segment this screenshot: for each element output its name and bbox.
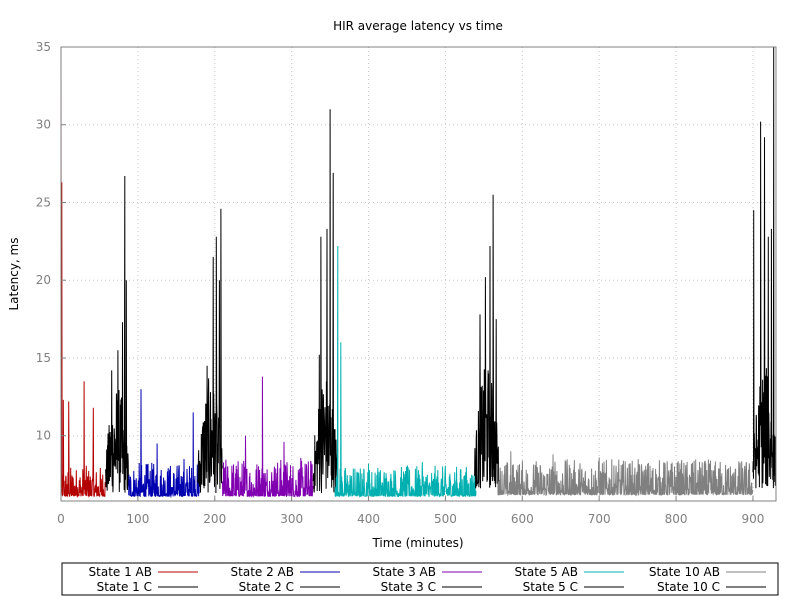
x-tick-label: 700 [588,512,611,526]
legend-label: State 5 C [523,580,578,594]
legend-box [61,562,779,596]
series-line-state-10-c [752,46,777,489]
series-line-state-3-ab [222,376,314,499]
series-line-state-10-ab [497,451,754,497]
series-layer [60,46,777,499]
y-tick-label: 10 [36,429,51,443]
y-tick-label: 25 [36,195,51,209]
x-tick-label: 300 [280,512,303,526]
legend-label: State 2 AB [231,565,294,579]
y-axis-label: Latency, ms [7,237,21,310]
legend-label: State 2 C [239,580,294,594]
legend-label: State 3 C [381,580,436,594]
series-line-state-2-ab [128,389,200,499]
x-axis-label: Time (minutes) [371,536,463,550]
chart-title: HIR average latency vs time [333,19,503,33]
y-tick-label: 20 [36,273,51,287]
legend-label: State 10 AB [649,565,720,579]
legend-label: State 1 C [97,580,152,594]
x-tick-label: 0 [57,512,65,526]
series-line-state-3-c [312,109,339,494]
y-tick-label: 35 [36,40,51,54]
series-line-state-2-c [197,208,223,494]
x-tick-label: 400 [357,512,380,526]
plot-frame [60,46,777,502]
series-line-state-5-ab [334,245,477,498]
x-tick-label: 800 [665,512,688,526]
x-tick-label: 100 [126,512,149,526]
y-tick-label: 15 [36,351,51,365]
x-tick-label: 200 [203,512,226,526]
x-tick-label: 900 [741,512,764,526]
y-tick-label: 30 [36,118,51,132]
axis-ticks: 0 100 200 300 400 500 600 700 800 900 10 15 20 25 30 35 [36,40,765,526]
legend-label: State 3 AB [373,565,436,579]
legend-label: State 10 C [657,580,720,594]
x-tick-label: 600 [511,512,534,526]
legend-label: State 5 AB [515,565,578,579]
series-line-state-1-ab [60,46,106,499]
legend-label: State 1 AB [89,565,152,579]
series-line-state-5-c [474,194,500,489]
series-line-state-1-c [105,175,129,493]
x-tick-label: 500 [434,512,457,526]
